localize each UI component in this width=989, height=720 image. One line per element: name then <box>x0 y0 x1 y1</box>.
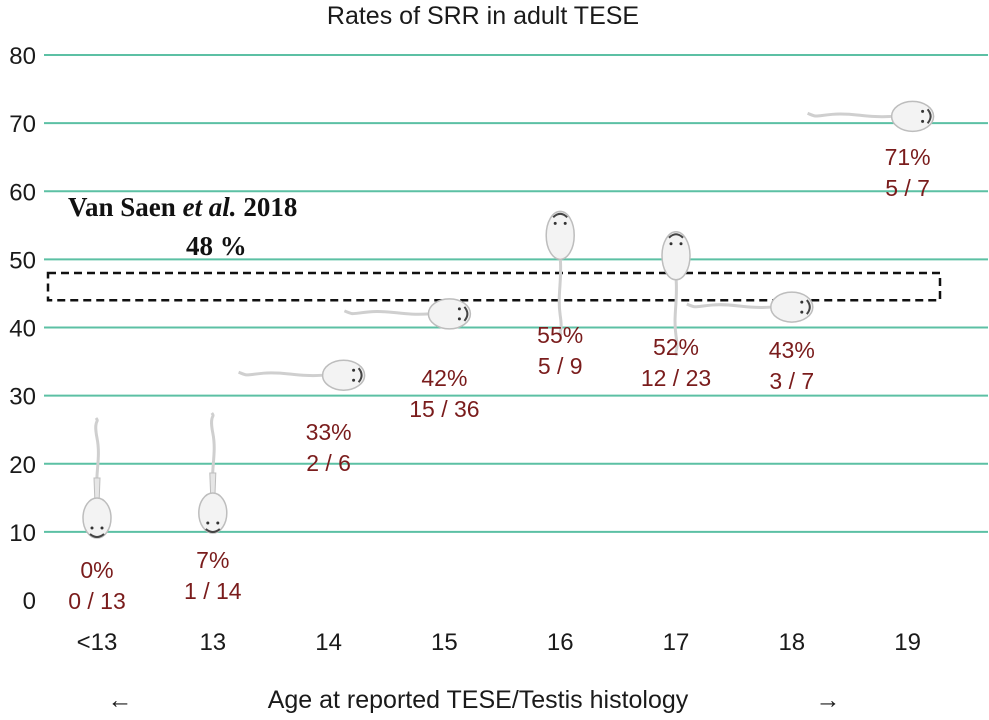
x-tick-label: 18 <box>778 629 805 656</box>
x-tick-label: 16 <box>547 629 574 656</box>
x-tick-label: 14 <box>315 629 342 656</box>
data-label-percent: 55% <box>537 322 583 348</box>
y-tick-label: 20 <box>9 452 36 479</box>
data-point-marker <box>238 359 366 391</box>
x-tick-label: <13 <box>77 629 118 656</box>
right-arrow: → <box>816 686 841 714</box>
y-tick-label: 30 <box>9 384 36 411</box>
data-point-marker <box>661 231 691 357</box>
data-label-percent: 7% <box>196 547 229 573</box>
data-label-percent: 33% <box>306 419 352 445</box>
data-label-percent: 43% <box>769 337 815 363</box>
y-tick-label: 10 <box>9 520 36 547</box>
data-labels: 0% 0 / 13 7% 1 / 14 33% 2 / 6 42% 15 / 36 55% 5 /… <box>68 144 930 614</box>
data-point-marker <box>343 298 472 330</box>
data-label-percent: 42% <box>421 365 467 391</box>
x-axis-ticks: <13 13 14 15 16 17 18 19 <box>77 629 921 656</box>
data-label-percent: 71% <box>885 144 931 170</box>
reference-title: Van Saen et al. 2018 <box>68 192 297 222</box>
reference-value-label: 48 % <box>186 231 247 261</box>
data-label-count: 15 / 36 <box>409 396 479 422</box>
data-point-marker <box>686 291 814 323</box>
x-axis-label: Age at reported TESE/Testis histology <box>268 686 689 714</box>
data-point-marker <box>198 412 228 534</box>
data-label-count: 2 / 6 <box>306 450 351 476</box>
left-arrow: ← <box>108 686 133 714</box>
data-point-marker <box>82 417 112 539</box>
x-tick-label: 17 <box>663 629 690 656</box>
chart-title: Rates of SRR in adult TESE <box>327 2 639 30</box>
y-tick-label: 80 <box>9 43 36 70</box>
y-tick-label: 50 <box>9 247 36 274</box>
data-label-count: 0 / 13 <box>68 588 126 614</box>
data-marks <box>82 100 935 539</box>
data-point-marker <box>545 210 575 336</box>
y-tick-label: 40 <box>9 316 36 343</box>
data-label-percent: 52% <box>653 334 699 360</box>
data-label-count: 3 / 7 <box>769 368 814 394</box>
y-tick-label: 70 <box>9 111 36 138</box>
data-label-count: 1 / 14 <box>184 578 242 604</box>
x-tick-label: 15 <box>431 629 458 656</box>
data-point-marker <box>807 100 935 133</box>
y-axis-ticks: 0 10 20 30 40 50 60 70 80 <box>9 43 36 615</box>
x-tick-label: 19 <box>894 629 921 656</box>
data-label-count: 5 / 9 <box>538 353 583 379</box>
data-label-count: 5 / 7 <box>885 175 930 201</box>
x-tick-label: 13 <box>199 629 226 656</box>
y-tick-label: 60 <box>9 179 36 206</box>
grid-lines <box>44 54 988 533</box>
y-tick-label: 0 <box>23 588 36 615</box>
data-label-percent: 0% <box>80 557 113 583</box>
data-label-count: 12 / 23 <box>641 365 711 391</box>
reference-band <box>46 271 942 302</box>
